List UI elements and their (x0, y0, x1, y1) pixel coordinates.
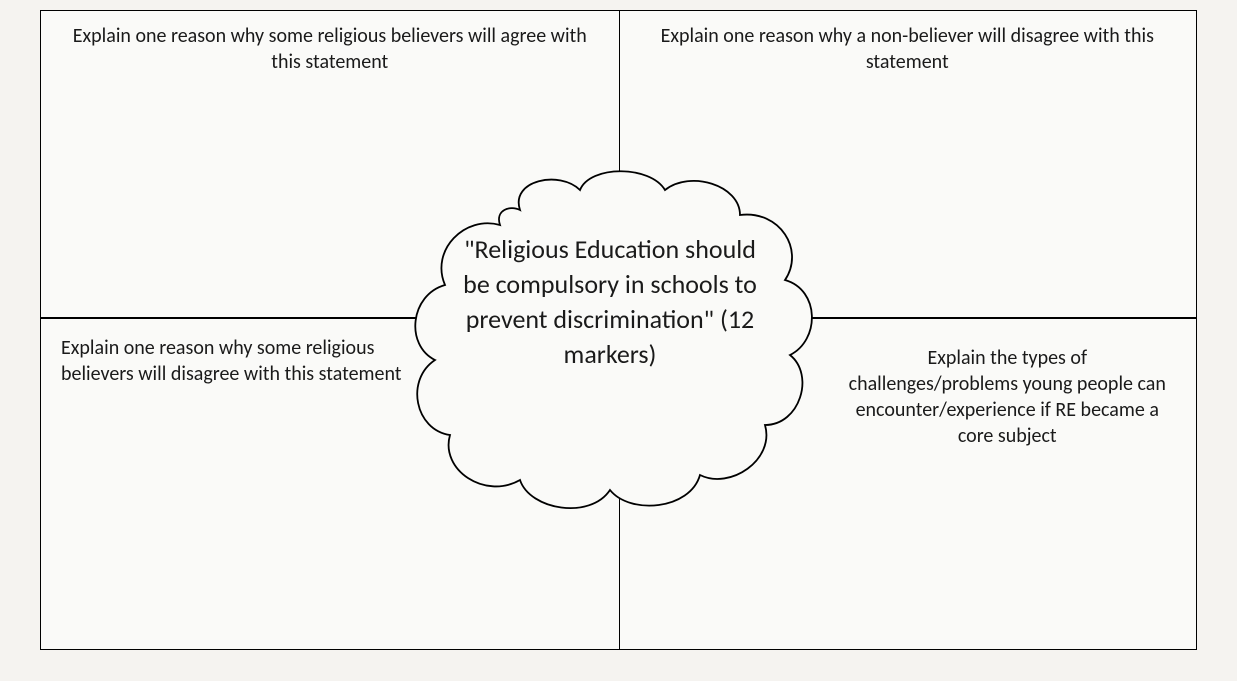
prompt-top-right: Explain one reason why a non-believer wi… (639, 23, 1177, 75)
center-cloud: "Religious Education should be compulsor… (390, 160, 830, 540)
prompt-bottom-left: Explain one reason why some religious be… (61, 335, 441, 387)
center-statement: "Religious Education should be compulsor… (460, 232, 760, 372)
prompt-top-left: Explain one reason why some religious be… (61, 23, 599, 75)
prompt-bottom-right: Explain the types of challenges/problems… (849, 345, 1167, 449)
worksheet-container: Explain one reason why some religious be… (40, 10, 1197, 650)
